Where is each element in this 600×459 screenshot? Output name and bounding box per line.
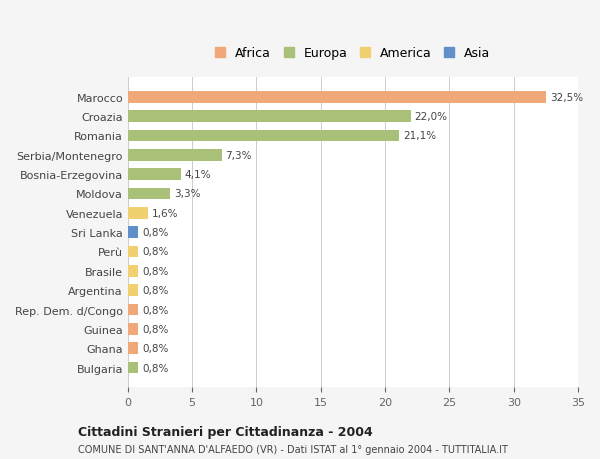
Text: 0,8%: 0,8% — [142, 266, 169, 276]
Bar — [128, 304, 138, 316]
Bar — [128, 227, 138, 238]
Bar — [128, 207, 148, 219]
Text: COMUNE DI SANT'ANNA D'ALFAEDO (VR) - Dati ISTAT al 1° gennaio 2004 - TUTTITALIA.: COMUNE DI SANT'ANNA D'ALFAEDO (VR) - Dat… — [78, 444, 508, 454]
Text: 0,8%: 0,8% — [142, 228, 169, 238]
Bar — [128, 362, 138, 374]
Text: 0,8%: 0,8% — [142, 343, 169, 353]
Text: 3,3%: 3,3% — [174, 189, 200, 199]
Text: 0,8%: 0,8% — [142, 305, 169, 315]
Text: 32,5%: 32,5% — [550, 93, 583, 102]
Bar — [128, 150, 222, 161]
Text: 0,8%: 0,8% — [142, 285, 169, 296]
Text: 0,8%: 0,8% — [142, 324, 169, 334]
Bar — [128, 246, 138, 257]
Legend: Africa, Europa, America, Asia: Africa, Europa, America, Asia — [212, 44, 494, 64]
Text: Cittadini Stranieri per Cittadinanza - 2004: Cittadini Stranieri per Cittadinanza - 2… — [78, 425, 373, 438]
Bar — [128, 130, 399, 142]
Text: 4,1%: 4,1% — [184, 170, 211, 180]
Text: 7,3%: 7,3% — [226, 151, 252, 160]
Bar — [128, 92, 546, 103]
Bar — [128, 169, 181, 180]
Text: 22,0%: 22,0% — [415, 112, 448, 122]
Text: 1,6%: 1,6% — [152, 208, 179, 218]
Bar — [128, 188, 170, 200]
Bar — [128, 111, 411, 123]
Text: 21,1%: 21,1% — [403, 131, 436, 141]
Bar — [128, 285, 138, 297]
Bar — [128, 323, 138, 335]
Text: 0,8%: 0,8% — [142, 363, 169, 373]
Text: 0,8%: 0,8% — [142, 247, 169, 257]
Bar — [128, 265, 138, 277]
Bar — [128, 343, 138, 354]
